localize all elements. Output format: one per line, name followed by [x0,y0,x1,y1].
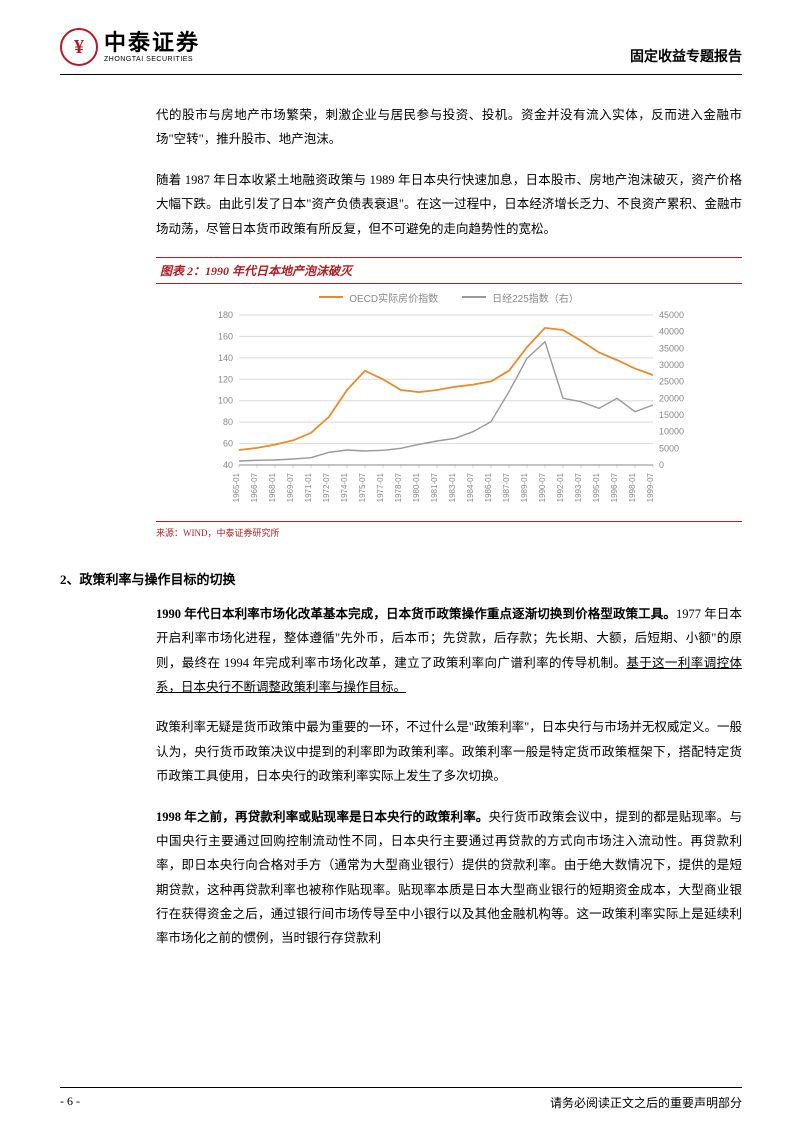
svg-text:35000: 35000 [659,343,684,353]
chart-container: OECD实际房价指数 日经225指数（右） 40 60 80 100 120 140 160… [156,284,742,521]
svg-text:1968-01: 1968-01 [268,472,277,502]
svg-text:15000: 15000 [659,410,684,420]
report-type: 固定收益专题报告 [630,46,742,66]
svg-text:180: 180 [218,310,233,320]
page-number: - 6 - [60,1094,80,1111]
legend-series1: OECD实际房价指数 [319,290,438,305]
page-header: ¥ 中泰证券 ZHONGTAI SECURITIES 固定收益专题报告 [60,0,742,75]
svg-text:40: 40 [223,460,233,470]
svg-text:1998-01: 1998-01 [628,472,637,502]
svg-text:1969-07: 1969-07 [286,472,295,502]
svg-text:1987-07: 1987-07 [502,472,511,502]
svg-text:0: 0 [659,460,664,470]
svg-text:1977-01: 1977-01 [376,472,385,502]
page-content: 代的股市与房地产市场繁荣，刺激企业与居民参与投资、投机。资金并没有流入实体，反而… [0,75,802,951]
paragraph-5: 1998 年之前，再贷款利率或贴现率是日本央行的政策利率。央行货币政策会议中，提… [156,805,742,951]
svg-text:30000: 30000 [659,360,684,370]
svg-text:140: 140 [218,353,233,363]
svg-text:1992-01: 1992-01 [556,472,565,502]
p5-bold: 1998 年之前，再贷款利率或贴现率是日本央行的政策利率。 [156,810,489,824]
svg-text:1983-01: 1983-01 [448,472,457,502]
svg-text:1975-07: 1975-07 [358,472,367,502]
paragraph-4: 政策利率无疑是货币政策中最为重要的一环，不过什么是"政策利率"，日本央行与市场并… [156,715,742,788]
svg-text:1981-07: 1981-07 [430,472,439,502]
legend-swatch-2 [462,296,486,298]
svg-text:5000: 5000 [659,443,679,453]
paragraph-2: 随着 1987 年日本收紧土地融资政策与 1989 年日本央行快速加息，日本股市… [156,168,742,241]
svg-text:1966-07: 1966-07 [250,472,259,502]
svg-text:100: 100 [218,396,233,406]
logo-block: ¥ 中泰证券 ZHONGTAI SECURITIES [60,28,200,66]
svg-text:1978-07: 1978-07 [394,472,403,502]
logo-cn: 中泰证券 [104,32,200,54]
logo-icon: ¥ [60,28,98,66]
svg-text:1995-01: 1995-01 [592,472,601,502]
legend-swatch-1 [319,296,343,298]
svg-text:40000: 40000 [659,327,684,337]
svg-text:120: 120 [218,374,233,384]
svg-text:1989-01: 1989-01 [520,472,529,502]
page-footer: - 6 - 请务必阅读正文之后的重要声明部分 [60,1087,742,1111]
svg-text:1986-01: 1986-01 [484,472,493,502]
chart-legend: OECD实际房价指数 日经225指数（右） [156,290,742,305]
svg-text:1984-07: 1984-07 [466,472,475,502]
logo-en: ZHONGTAI SECURITIES [104,56,200,63]
svg-text:1965-01: 1965-01 [232,472,241,502]
footer-disclaimer: 请务必阅读正文之后的重要声明部分 [550,1094,742,1111]
svg-text:20000: 20000 [659,393,684,403]
svg-text:1999-07: 1999-07 [646,472,655,502]
svg-text:60: 60 [223,438,233,448]
svg-text:1993-07: 1993-07 [574,472,583,502]
logo-text: 中泰证券 ZHONGTAI SECURITIES [104,32,200,63]
p5-rest: 央行货币政策会议中，提到的都是贴现率。与中国央行主要通过回购控制流动性不同，日本… [156,810,742,946]
logo-glyph: ¥ [74,36,84,59]
paragraph-1: 代的股市与房地产市场繁荣，刺激企业与居民参与投资、投机。资金并没有流入实体，反而… [156,103,742,152]
svg-text:80: 80 [223,417,233,427]
legend-series2: 日经225指数（右） [462,290,579,305]
legend-label-2: 日经225指数（右） [492,290,579,305]
svg-text:45000: 45000 [659,310,684,320]
svg-text:1972-07: 1972-07 [322,472,331,502]
section-2-heading: 2、政策利率与操作目标的切换 [60,569,742,588]
svg-text:1980-01: 1980-01 [412,472,421,502]
p3-bold: 1990 年代日本利率市场化改革基本完成，日本货币政策操作重点逐渐切换到价格型政… [156,607,676,621]
svg-text:1990-07: 1990-07 [538,472,547,502]
chart-source: 来源：WIND，中泰证券研究所 [156,521,742,539]
svg-text:160: 160 [218,331,233,341]
paragraph-3: 1990 年代日本利率市场化改革基本完成，日本货币政策操作重点逐渐切换到价格型政… [156,602,742,700]
legend-label-1: OECD实际房价指数 [349,290,438,305]
svg-text:1971-01: 1971-01 [304,472,313,502]
svg-text:10000: 10000 [659,427,684,437]
svg-text:1996-07: 1996-07 [610,472,619,502]
svg-text:1974-01: 1974-01 [340,472,349,502]
svg-text:25000: 25000 [659,377,684,387]
line-chart: 40 60 80 100 120 140 160 180 0 5000 10000 15000 2000… [199,309,699,519]
chart-title: 图表 2：1990 年代日本地产泡沫破灭 [156,257,742,284]
